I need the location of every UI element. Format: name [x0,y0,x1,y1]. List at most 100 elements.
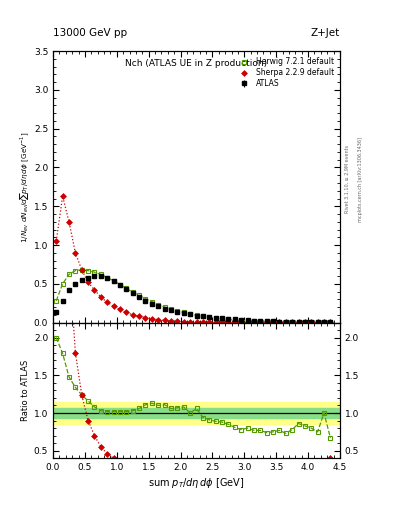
Herwig 7.2.1 default [143,295,148,302]
Sherpa 2.2.9 default [207,319,211,325]
Sherpa 2.2.9 default [264,319,269,326]
Herwig 7.2.1 default [226,316,231,323]
Sherpa 2.2.9 default [258,319,263,326]
Herwig 7.2.1 default [207,314,211,321]
Herwig 7.2.1 default [130,289,135,295]
Herwig 7.2.1 default [213,315,218,321]
Herwig 7.2.1 default [79,267,84,273]
Bar [53,408,340,418]
X-axis label: sum $p_T/d\eta\,d\phi$ [GeV]: sum $p_T/d\eta\,d\phi$ [GeV] [148,476,245,490]
Sherpa 2.2.9 default [309,319,314,326]
Sherpa 2.2.9 default [239,319,244,326]
Herwig 7.2.1 default [182,309,186,315]
Sherpa 2.2.9 default [130,312,135,318]
Herwig 7.2.1 default [328,319,333,326]
Y-axis label: $1/N_{ev}\ dN_{ev}/d\!\sum\!p_T/d\eta\,d\phi\ \mathrm{[GeV^{-1}]}$: $1/N_{ev}\ dN_{ev}/d\!\sum\!p_T/d\eta\,d… [18,131,31,243]
Sherpa 2.2.9 default [124,309,129,315]
Sherpa 2.2.9 default [296,319,301,326]
Sherpa 2.2.9 default [156,316,161,323]
Herwig 7.2.1 default [283,319,288,325]
Sherpa 2.2.9 default [169,318,173,324]
Herwig 7.2.1 default [220,316,224,322]
Sherpa 2.2.9 default [143,314,148,321]
Herwig 7.2.1 default [175,308,180,314]
Herwig 7.2.1 default [232,317,237,323]
Sherpa 2.2.9 default [60,193,65,199]
Herwig 7.2.1 default [67,271,72,278]
Herwig 7.2.1 default [111,278,116,284]
Herwig 7.2.1 default [149,298,154,305]
Sherpa 2.2.9 default [321,319,326,326]
Herwig 7.2.1 default [321,319,326,326]
Sherpa 2.2.9 default [175,318,180,325]
Sherpa 2.2.9 default [111,303,116,309]
Sherpa 2.2.9 default [194,319,199,325]
Herwig 7.2.1 default [277,318,282,325]
Sherpa 2.2.9 default [73,250,78,256]
Y-axis label: Ratio to ATLAS: Ratio to ATLAS [21,360,29,421]
Sherpa 2.2.9 default [99,294,103,300]
Text: Z+Jet: Z+Jet [311,28,340,38]
Herwig 7.2.1 default [239,317,244,324]
Herwig 7.2.1 default [156,302,161,308]
Herwig 7.2.1 default [258,318,263,324]
Sherpa 2.2.9 default [315,319,320,326]
Sherpa 2.2.9 default [245,319,250,326]
Herwig 7.2.1 default [188,311,193,317]
Herwig 7.2.1 default [252,318,256,324]
Sherpa 2.2.9 default [137,313,141,319]
Herwig 7.2.1 default [290,319,294,325]
Herwig 7.2.1 default [264,318,269,325]
Text: Rivet 3.1.10, ≥ 2.9M events: Rivet 3.1.10, ≥ 2.9M events [345,145,350,214]
Herwig 7.2.1 default [60,281,65,287]
Line: Sherpa 2.2.9 default: Sherpa 2.2.9 default [54,194,332,325]
Herwig 7.2.1 default [92,269,97,275]
Sherpa 2.2.9 default [200,319,205,325]
Bar [53,402,340,424]
Herwig 7.2.1 default [309,319,314,325]
Herwig 7.2.1 default [162,304,167,310]
Sherpa 2.2.9 default [118,306,122,312]
Herwig 7.2.1 default [124,285,129,291]
Sherpa 2.2.9 default [188,319,193,325]
Sherpa 2.2.9 default [149,316,154,322]
Sherpa 2.2.9 default [220,319,224,326]
Herwig 7.2.1 default [118,282,122,288]
Sherpa 2.2.9 default [290,319,294,326]
Herwig 7.2.1 default [200,313,205,319]
Herwig 7.2.1 default [137,292,141,298]
Sherpa 2.2.9 default [79,267,84,273]
Herwig 7.2.1 default [315,319,320,326]
Sherpa 2.2.9 default [277,319,282,326]
Text: mcplots.cern.ch [arXiv:1306.3436]: mcplots.cern.ch [arXiv:1306.3436] [358,137,363,222]
Sherpa 2.2.9 default [92,287,97,293]
Sherpa 2.2.9 default [303,319,307,326]
Sherpa 2.2.9 default [213,319,218,326]
Line: Herwig 7.2.1 default: Herwig 7.2.1 default [54,267,333,325]
Herwig 7.2.1 default [99,271,103,278]
Sherpa 2.2.9 default [283,319,288,326]
Herwig 7.2.1 default [296,319,301,325]
Herwig 7.2.1 default [54,298,59,304]
Sherpa 2.2.9 default [182,318,186,325]
Sherpa 2.2.9 default [86,279,90,285]
Herwig 7.2.1 default [86,268,90,274]
Herwig 7.2.1 default [73,268,78,274]
Herwig 7.2.1 default [271,318,275,325]
Herwig 7.2.1 default [303,319,307,325]
Text: Nch (ATLAS UE in Z production): Nch (ATLAS UE in Z production) [125,59,268,68]
Herwig 7.2.1 default [194,312,199,318]
Sherpa 2.2.9 default [54,238,59,244]
Sherpa 2.2.9 default [271,319,275,326]
Herwig 7.2.1 default [105,274,110,281]
Sherpa 2.2.9 default [105,300,110,306]
Sherpa 2.2.9 default [162,317,167,324]
Herwig 7.2.1 default [245,317,250,324]
Text: 13000 GeV pp: 13000 GeV pp [53,28,127,38]
Herwig 7.2.1 default [169,306,173,312]
Sherpa 2.2.9 default [328,319,333,326]
Sherpa 2.2.9 default [252,319,256,326]
Sherpa 2.2.9 default [232,319,237,326]
Legend: Herwig 7.2.1 default, Sherpa 2.2.9 default, ATLAS: Herwig 7.2.1 default, Sherpa 2.2.9 defau… [233,55,336,91]
Sherpa 2.2.9 default [226,319,231,326]
